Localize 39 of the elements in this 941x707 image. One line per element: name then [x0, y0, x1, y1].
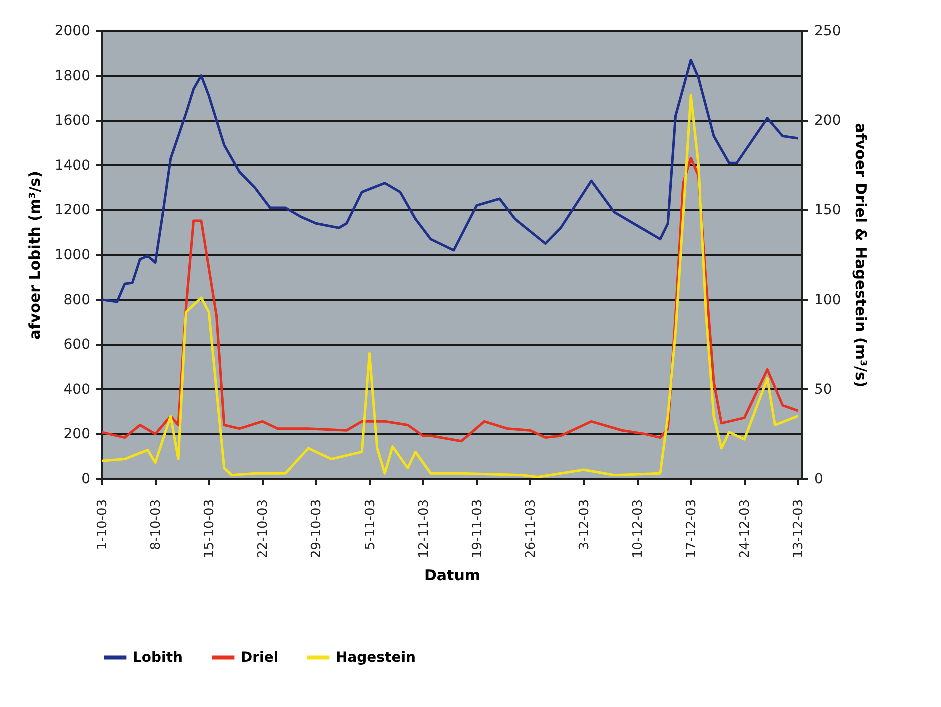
y-tick-label: 200 [64, 426, 90, 443]
y-tick-label: 1800 [54, 68, 90, 84]
x-tick-label: 26-11-03 [524, 500, 539, 559]
y-tick-label: 1400 [54, 158, 90, 174]
line-series [102, 58, 800, 304]
line-series [102, 94, 800, 478]
y-tick-label: 1200 [54, 202, 90, 219]
y-tick-label: 1000 [54, 248, 90, 264]
x-tick-label: 22-10-03 [256, 500, 272, 559]
y-tick-label: 0 [82, 472, 90, 488]
x-tick-label: 29-10-03 [310, 500, 325, 559]
y-tick-label: 800 [64, 292, 90, 308]
y2-tick-label: 250 [814, 24, 842, 40]
y-tick-label: 400 [64, 382, 90, 398]
y2-axis-title: afvoer Driel & Hagestein (m³/s) [852, 123, 870, 388]
x-tick-label: 17-12-03 [684, 500, 700, 559]
y-tick-label: 600 [64, 337, 90, 354]
x-tick-label: 8-10-03 [149, 500, 164, 550]
x-tick-label: 3-12-03 [577, 500, 592, 550]
legend-label: Driel [241, 650, 279, 666]
legend-label: Lobith [133, 650, 184, 666]
x-tick-label: 10-12-03 [631, 500, 646, 559]
y2-tick-label: 200 [814, 113, 842, 130]
y2-tick-label: 0 [814, 472, 824, 488]
x-tick-label: 1-10-03 [96, 500, 110, 550]
y-tick-label: 1600 [54, 113, 90, 130]
x-tick-label: 19-11-03 [470, 500, 486, 559]
x-tick-label: 13-12-03 [792, 500, 807, 559]
y2-tick-label: 50 [814, 382, 832, 398]
y-axis-title: afvoer Lobith (m³/s) [26, 171, 44, 340]
x-tick-label: 15-10-03 [202, 500, 218, 559]
y-tick-label: 2000 [54, 24, 90, 40]
x-tick-label: 24-12-03 [738, 500, 754, 559]
legend-label: Hagestein [336, 650, 416, 666]
x-tick-label: 12-11-03 [416, 500, 432, 559]
x-axis-title: Datum [424, 566, 481, 585]
y2-tick-label: 150 [814, 202, 842, 219]
y2-tick-label: 100 [814, 292, 842, 308]
x-tick-label: 5-11-03 [363, 500, 378, 550]
